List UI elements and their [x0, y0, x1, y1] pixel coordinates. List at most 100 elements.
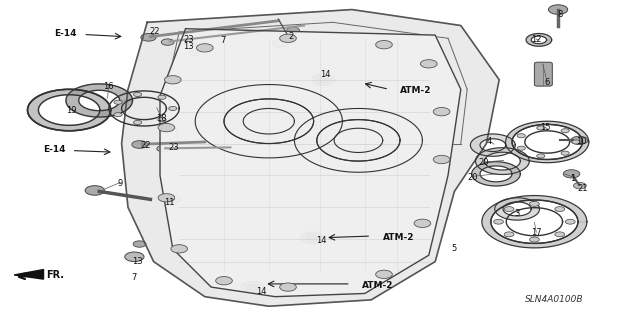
Text: SLN4A0100B: SLN4A0100B: [525, 295, 583, 304]
Circle shape: [563, 170, 580, 178]
Circle shape: [158, 118, 166, 122]
Circle shape: [376, 270, 392, 278]
Circle shape: [158, 95, 166, 99]
Circle shape: [493, 219, 504, 224]
Circle shape: [306, 234, 319, 241]
Circle shape: [571, 136, 588, 145]
Text: 15: 15: [540, 123, 550, 132]
Polygon shape: [224, 99, 314, 144]
Polygon shape: [495, 198, 540, 220]
Text: 11: 11: [164, 198, 175, 207]
Text: 22: 22: [141, 141, 151, 150]
Polygon shape: [526, 33, 552, 46]
Circle shape: [504, 207, 514, 211]
Text: ATM-2: ATM-2: [383, 233, 414, 242]
Circle shape: [433, 155, 450, 164]
Text: 4: 4: [487, 137, 492, 146]
Text: 5: 5: [452, 244, 457, 253]
Polygon shape: [472, 162, 520, 186]
Circle shape: [134, 93, 141, 97]
Circle shape: [537, 126, 545, 130]
Text: 13: 13: [184, 42, 194, 51]
Polygon shape: [66, 84, 132, 117]
Text: E-14: E-14: [44, 145, 66, 154]
Polygon shape: [122, 10, 499, 306]
Circle shape: [317, 77, 330, 83]
Text: 7: 7: [220, 36, 225, 45]
Circle shape: [133, 241, 146, 247]
Circle shape: [561, 151, 569, 155]
Circle shape: [561, 129, 569, 133]
Polygon shape: [482, 196, 587, 248]
Text: 17: 17: [531, 228, 541, 237]
Text: 21: 21: [577, 184, 588, 193]
Circle shape: [125, 252, 144, 262]
Text: 14: 14: [316, 236, 326, 245]
Circle shape: [572, 140, 580, 144]
Circle shape: [158, 123, 175, 132]
Text: 19: 19: [67, 106, 77, 115]
Text: 14: 14: [320, 70, 330, 79]
Circle shape: [85, 186, 104, 195]
Circle shape: [565, 219, 575, 224]
Circle shape: [114, 113, 122, 117]
Text: 23: 23: [184, 35, 194, 44]
Text: ATM-2: ATM-2: [362, 281, 393, 290]
Circle shape: [241, 281, 264, 293]
Polygon shape: [317, 120, 400, 161]
Circle shape: [420, 60, 437, 68]
Text: 2: 2: [289, 32, 294, 41]
Text: 22: 22: [150, 27, 160, 36]
FancyBboxPatch shape: [534, 62, 552, 86]
Polygon shape: [476, 148, 529, 174]
Circle shape: [161, 39, 174, 45]
Circle shape: [280, 283, 296, 291]
Polygon shape: [14, 270, 44, 279]
Text: 3: 3: [515, 209, 520, 218]
Circle shape: [555, 207, 564, 211]
Circle shape: [376, 41, 392, 49]
Circle shape: [157, 145, 170, 152]
Circle shape: [280, 34, 296, 42]
Polygon shape: [28, 89, 111, 131]
Circle shape: [141, 33, 156, 41]
Text: 10: 10: [576, 137, 586, 146]
Text: 8: 8: [557, 10, 563, 19]
Circle shape: [189, 50, 201, 56]
Circle shape: [246, 284, 259, 290]
Text: 13: 13: [132, 257, 143, 266]
Circle shape: [158, 194, 175, 202]
Polygon shape: [506, 121, 589, 163]
Circle shape: [573, 182, 586, 189]
Circle shape: [216, 277, 232, 285]
Text: 14: 14: [256, 287, 266, 296]
Circle shape: [165, 196, 180, 203]
Circle shape: [555, 232, 564, 237]
Circle shape: [529, 237, 540, 242]
Circle shape: [169, 107, 177, 110]
Text: 12: 12: [531, 35, 541, 44]
Circle shape: [134, 120, 141, 124]
Polygon shape: [470, 134, 515, 156]
Circle shape: [548, 5, 568, 14]
Text: 1: 1: [570, 174, 575, 183]
Text: FR.: FR.: [46, 270, 64, 280]
Polygon shape: [195, 85, 342, 158]
Text: 6: 6: [545, 78, 550, 87]
Text: ATM-2: ATM-2: [400, 86, 431, 95]
Circle shape: [171, 245, 188, 253]
Text: 16: 16: [104, 82, 114, 91]
Circle shape: [414, 219, 431, 227]
Polygon shape: [160, 29, 461, 297]
Circle shape: [517, 134, 525, 138]
Text: 20: 20: [478, 158, 488, 167]
Circle shape: [114, 100, 122, 104]
Text: E-14: E-14: [54, 29, 77, 38]
Circle shape: [537, 154, 545, 158]
Text: 7: 7: [132, 273, 137, 282]
Text: 23: 23: [169, 143, 179, 152]
Circle shape: [184, 41, 197, 47]
Circle shape: [529, 201, 540, 206]
Text: 9: 9: [118, 179, 123, 188]
Circle shape: [287, 27, 300, 33]
